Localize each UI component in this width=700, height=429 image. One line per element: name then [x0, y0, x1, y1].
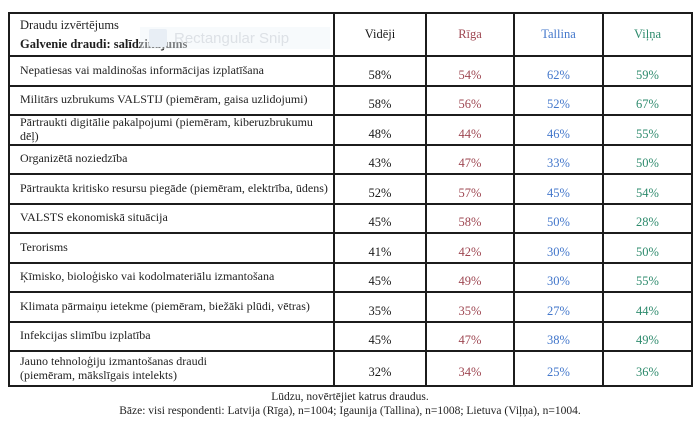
- value-vilna: 50%: [604, 234, 691, 264]
- value-videji: 45%: [335, 263, 427, 293]
- value-vilna: 49%: [604, 323, 691, 352]
- value-videji: 32%: [335, 352, 427, 385]
- value-riga: 47%: [427, 322, 515, 352]
- threat-label: Klimata pārmaiņu ietekme (piemēram, biež…: [10, 293, 335, 323]
- value-videji: 52%: [335, 175, 427, 205]
- value-videji: 48%: [335, 116, 427, 146]
- value-vilna: 28%: [604, 205, 691, 234]
- value-tallina: 50%: [515, 204, 604, 234]
- threat-label: Pārtraukta kritisko resursu piegāde (pie…: [10, 175, 335, 205]
- value-riga: 42%: [427, 234, 515, 264]
- threat-label: VALSTS ekonomiskā situācija: [10, 204, 335, 234]
- value-tallina: 30%: [515, 234, 604, 264]
- value-vilna: 59%: [604, 57, 691, 87]
- value-videji: 58%: [335, 86, 427, 116]
- value-tallina: 27%: [515, 293, 604, 323]
- table-title-line1: Draudu izvērtējums: [20, 17, 119, 32]
- value-tallina: 46%: [515, 116, 604, 146]
- value-riga: 44%: [427, 116, 515, 146]
- value-tallina: 62%: [515, 57, 604, 87]
- value-vilna: 50%: [604, 146, 691, 175]
- column-header-tallina: Tallina: [515, 14, 604, 57]
- value-riga: 56%: [427, 86, 515, 116]
- threat-label: Terorisms: [10, 234, 335, 264]
- value-vilna: 67%: [604, 87, 691, 116]
- value-tallina: 33%: [515, 145, 604, 175]
- footnotes: Lūdzu, novērtējiet katrus draudus. Bāze:…: [0, 390, 700, 419]
- threat-label: Ķīmisko, bioloģisko vai kodolmateriālu i…: [10, 263, 335, 293]
- value-riga: 47%: [427, 145, 515, 175]
- value-videji: 58%: [335, 57, 427, 87]
- value-riga: 34%: [427, 352, 515, 385]
- value-videji: 35%: [335, 293, 427, 323]
- value-tallina: 25%: [515, 352, 604, 385]
- value-vilna: 44%: [604, 293, 691, 323]
- value-riga: 54%: [427, 57, 515, 87]
- value-riga: 35%: [427, 293, 515, 323]
- footnote-instruction: Lūdzu, novērtējiet katrus draudus.: [271, 391, 429, 403]
- value-vilna: 36%: [636, 365, 659, 380]
- value-vilna: 55%: [604, 264, 691, 293]
- threat-label: Organizētā noziedzība: [10, 145, 335, 175]
- value-vilna: 54%: [604, 175, 691, 205]
- value-riga: 57%: [427, 175, 515, 205]
- column-header-riga: Rīga: [427, 14, 515, 57]
- threat-label: Militārs uzbrukums VALSTIJ (piemēram, ga…: [10, 86, 335, 116]
- value-videji: 45%: [335, 204, 427, 234]
- threat-label: Pārtraukti digitālie pakalpojumi (piemēr…: [10, 116, 335, 146]
- column-header-vilna: Viļņa: [604, 14, 691, 57]
- threat-label: Jauno tehnoloģiju izmantošanas draudi (p…: [10, 352, 335, 385]
- threat-label: Nepatiesas vai maldinošas informācijas i…: [10, 57, 335, 87]
- value-riga: 49%: [427, 263, 515, 293]
- threats-comparison-table: Draudu izvērtējums Galvenie draudi: salī…: [8, 12, 693, 387]
- value-videji: 41%: [335, 234, 427, 264]
- value-tallina: 52%: [515, 86, 604, 116]
- table-title-line2: Galvenie draudi: salīdzinājums: [20, 36, 188, 51]
- value-tallina: 30%: [515, 263, 604, 293]
- value-vilna: 55%: [604, 116, 691, 146]
- value-tallina: 38%: [515, 322, 604, 352]
- table-title-cell: Draudu izvērtējums Galvenie draudi: salī…: [10, 14, 335, 57]
- value-videji: 45%: [335, 322, 427, 352]
- footnote-base: Bāze: visi respondenti: Latvija (Rīga), …: [119, 405, 581, 418]
- value-tallina: 45%: [515, 175, 604, 205]
- value-riga: 58%: [427, 204, 515, 234]
- column-header-videji: Vidēji: [335, 14, 427, 57]
- threat-label: Infekcijas slimību izplatība: [10, 322, 335, 352]
- value-videji: 43%: [335, 145, 427, 175]
